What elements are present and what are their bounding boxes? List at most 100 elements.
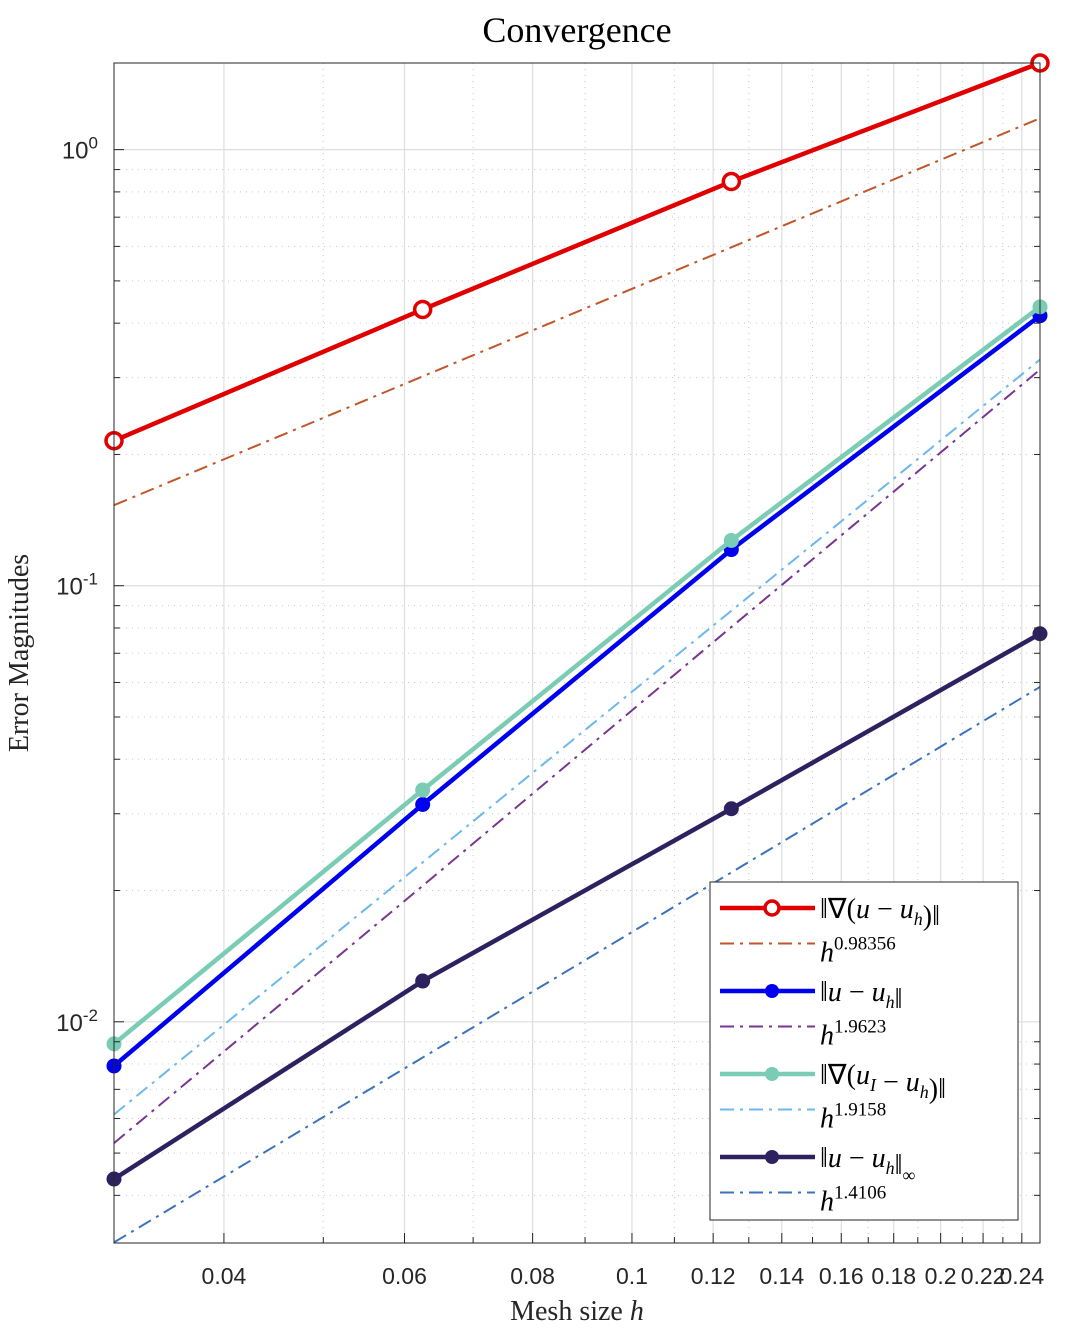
legend-label-part: h: [820, 1104, 834, 1135]
y-tick-base: 10: [62, 138, 89, 165]
legend-entry: h1.4106: [720, 1183, 886, 1218]
legend-label: h1.4106: [820, 1183, 886, 1218]
legend-label-part: u: [872, 977, 886, 1008]
legend-label-part: u: [828, 977, 842, 1008]
legend-label-part: u: [828, 1143, 842, 1174]
legend-label-part: −: [849, 1143, 865, 1174]
fit-line-7: [113, 686, 1041, 1244]
y-tick-label: 100: [62, 134, 98, 165]
legend-label-part: [842, 977, 849, 1008]
x-axis-label: Mesh size h: [510, 1296, 644, 1327]
legend-label-part: ∞: [903, 1165, 916, 1185]
legend-marker-icon: [765, 984, 779, 998]
x-tick-label: 0.14: [759, 1263, 804, 1289]
legend-label-part: I: [869, 1075, 877, 1095]
series-layer: [104, 53, 1050, 1244]
x-tick-label: 0.12: [691, 1263, 736, 1289]
y-tick-exponent: -2: [83, 1006, 98, 1025]
legend-label-part: u: [906, 1067, 920, 1098]
y-tick-exponent: 0: [89, 134, 98, 153]
legend-label-part: ∇: [827, 1060, 847, 1091]
legend-label-part: (: [847, 1060, 856, 1091]
y-tick-label: 10-1: [56, 570, 98, 601]
legend-label-part: u: [856, 1060, 870, 1091]
legend-label-part: ‖: [820, 894, 828, 925]
legend-label-part: u: [900, 894, 914, 925]
fit-line-5: [113, 358, 1041, 1116]
legend-label-part: [870, 894, 877, 925]
data-point: [415, 796, 431, 812]
x-tick-label: 0.22: [961, 1263, 1006, 1289]
legend-label-part: ‖: [932, 901, 940, 932]
legend-label-part: [865, 977, 872, 1008]
legend-entry: h1.9158: [720, 1100, 886, 1135]
x-tick-label: 0.08: [510, 1263, 555, 1289]
chart-title: Convergence: [482, 10, 671, 50]
data-point: [412, 299, 433, 320]
x-tick-label: 0.18: [871, 1263, 916, 1289]
legend-label-part: −: [883, 1067, 899, 1098]
legend-label-part: h: [820, 938, 834, 969]
legend-box: [709, 881, 1019, 1221]
legend-label-part: u: [856, 894, 870, 925]
x-tick-label: 0.2: [925, 1263, 957, 1289]
legend-label-part: ‖: [820, 977, 828, 1008]
data-line-6: [112, 631, 1042, 1181]
legend-label-part: [899, 1067, 906, 1098]
legend-label-part: h: [820, 1021, 834, 1052]
y-tick-label: 10-2: [56, 1006, 98, 1037]
y-axis-label: Error Magnitudes: [4, 554, 35, 752]
legend-label: h0.98356: [820, 934, 896, 969]
legend-label-part: [842, 1143, 849, 1174]
fit-line-1: [113, 117, 1041, 507]
y-tick-base: 10: [56, 574, 83, 601]
legend-label: ‖u − uh‖∞: [820, 1143, 916, 1185]
data-point: [723, 532, 739, 548]
legend-label-part: 1.4106: [834, 1183, 886, 1204]
legend-label-part: [876, 1067, 883, 1098]
y-tick-base: 10: [56, 1010, 83, 1037]
legend-label-part: [893, 894, 900, 925]
legend-label-part: ‖: [938, 1074, 946, 1105]
x-tick-label: 0.04: [202, 1263, 247, 1289]
legend-label-part: (: [847, 894, 856, 925]
data-point: [723, 801, 739, 817]
legend-label-part: ): [923, 901, 932, 932]
legend-entry: ‖u − uh‖∞: [720, 1143, 916, 1185]
legend-marker-icon: [765, 1067, 779, 1081]
legend-label-part: 0.98356: [834, 934, 896, 955]
data-line-2: [112, 313, 1042, 1068]
legend-label-part: 1.9158: [834, 1100, 886, 1121]
legend-label-part: ‖: [820, 1060, 828, 1091]
legend-label: h1.9623: [820, 1017, 886, 1052]
x-tick-label: 0.24: [999, 1263, 1044, 1289]
x-tick-label: 0.16: [819, 1263, 864, 1289]
legend-label-part: h: [886, 992, 895, 1012]
legend-label-part: ‖: [895, 1150, 903, 1181]
legend-label-part: ‖: [820, 1143, 828, 1174]
y-tick-exponent: -1: [83, 570, 98, 589]
legend-label-part: u: [872, 1143, 886, 1174]
legend-label-part: h: [820, 1187, 834, 1218]
legend: ‖∇(u − uh)‖h0.98356‖u − uh‖h1.9623‖∇(uI …: [709, 881, 1019, 1221]
legend-label-part: −: [849, 977, 865, 1008]
legend-label-part: 1.9623: [834, 1017, 886, 1038]
legend-label: ‖u − uh‖: [820, 977, 903, 1015]
legend-label: h1.9158: [820, 1100, 886, 1135]
x-tick-label: 0.1: [616, 1263, 648, 1289]
legend-entry: h1.9623: [720, 1017, 886, 1052]
legend-marker-icon: [765, 1150, 779, 1164]
legend-label: ‖∇(uI − uh)‖: [820, 1060, 946, 1105]
legend-entry: ‖∇(uI − uh)‖: [720, 1060, 946, 1105]
legend-entry: ‖u − uh‖: [720, 977, 903, 1015]
legend-label-part: [865, 1143, 872, 1174]
legend-label-part: h: [886, 1158, 895, 1178]
legend-entry: ‖∇(u − uh)‖: [720, 894, 940, 932]
data-point: [721, 171, 742, 192]
x-axis-label-variable: h: [630, 1296, 644, 1327]
legend-label-part: ∇: [827, 894, 847, 925]
legend-entry: h0.98356: [720, 934, 896, 969]
data-point: [415, 973, 431, 989]
